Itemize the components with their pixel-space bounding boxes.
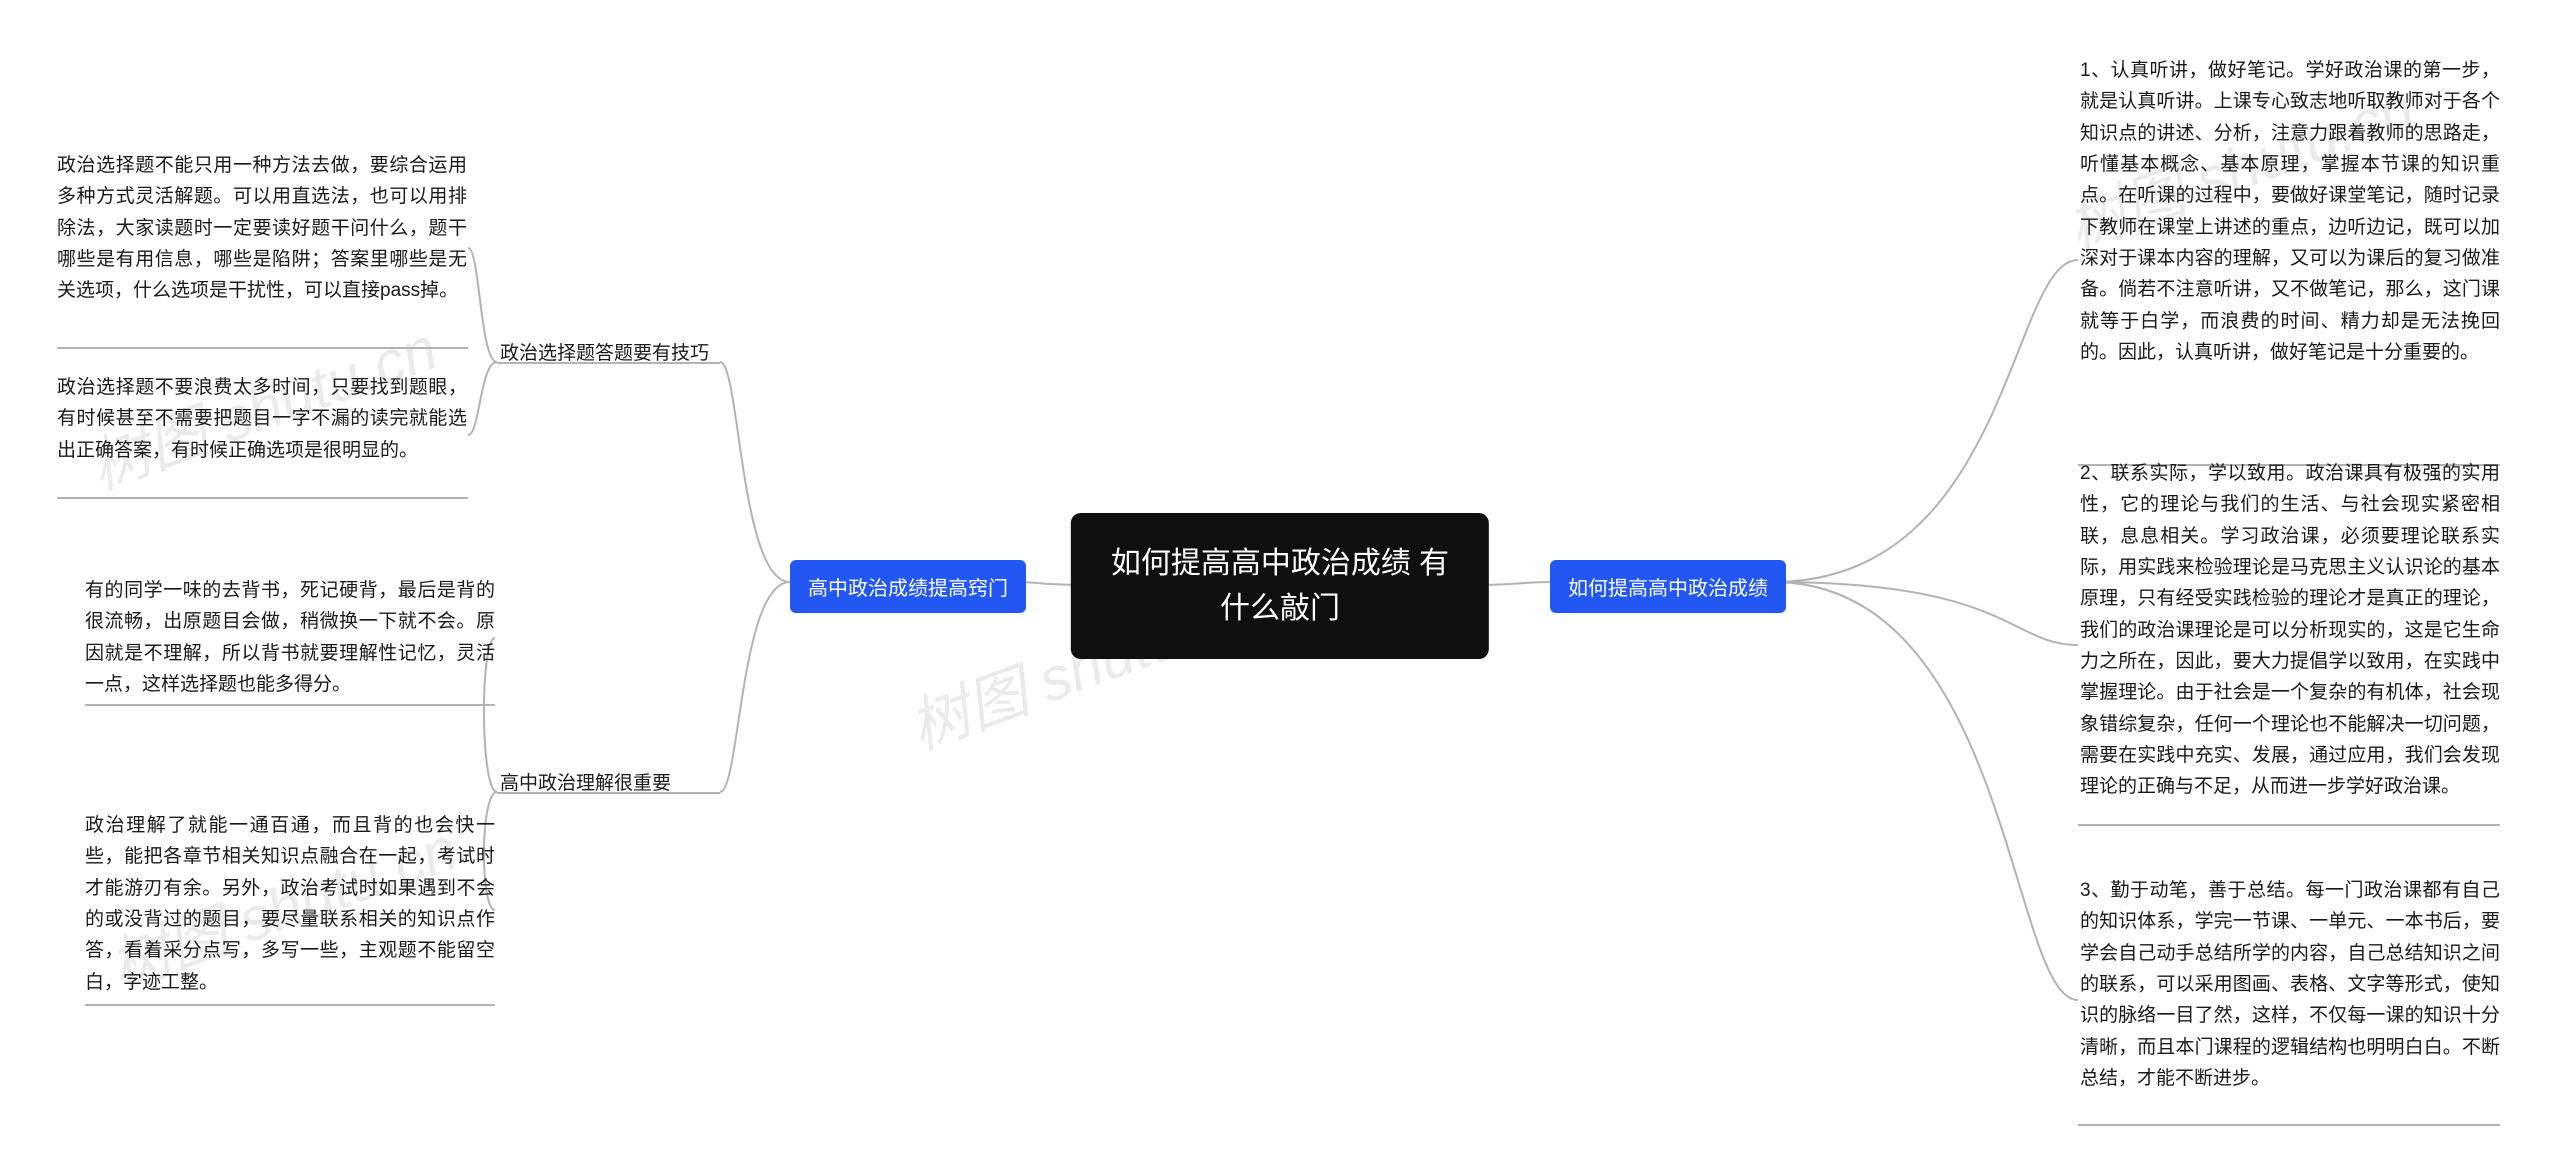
left-leaf-3: 有的同学一味的去背书，死记硬背，最后是背的很流畅，出原题目会做，稍微换一下就不会…	[85, 575, 495, 700]
right-branch[interactable]: 如何提高高中政治成绩	[1550, 560, 1786, 613]
root-line2: 什么敲门	[1111, 586, 1449, 631]
left-leaf-2: 政治选择题不要浪费太多时间，只要找到题眼，有时候甚至不需要把题目一字不漏的读完就…	[57, 372, 467, 466]
right-leaf-1: 1、认真听讲，做好笔记。学好政治课的第一步，就是认真听讲。上课专心致志地听取教师…	[2080, 55, 2500, 368]
root-line1: 如何提高高中政治成绩 有	[1111, 541, 1449, 586]
right-leaf-3: 3、勤于动笔，善于总结。每一门政治课都有自己的知识体系，学完一节课、一单元、一本…	[2080, 875, 2500, 1094]
left-leaf-1: 政治选择题不能只用一种方法去做，要综合运用多种方式灵活解题。可以用直选法，也可以…	[57, 150, 467, 307]
left-sub1-label[interactable]: 政治选择题答题要有技巧	[500, 338, 709, 365]
root-node[interactable]: 如何提高高中政治成绩 有 什么敲门	[1071, 513, 1489, 659]
right-leaf-2: 2、联系实际，学以致用。政治课具有极强的实用性，它的理论与我们的生活、与社会现实…	[2080, 458, 2500, 803]
left-branch[interactable]: 高中政治成绩提高窍门	[790, 560, 1026, 613]
left-leaf-4: 政治理解了就能一通百通，而且背的也会快一些，能把各章节相关知识点融合在一起，考试…	[85, 810, 495, 998]
left-sub2-label[interactable]: 高中政治理解很重要	[500, 768, 671, 795]
